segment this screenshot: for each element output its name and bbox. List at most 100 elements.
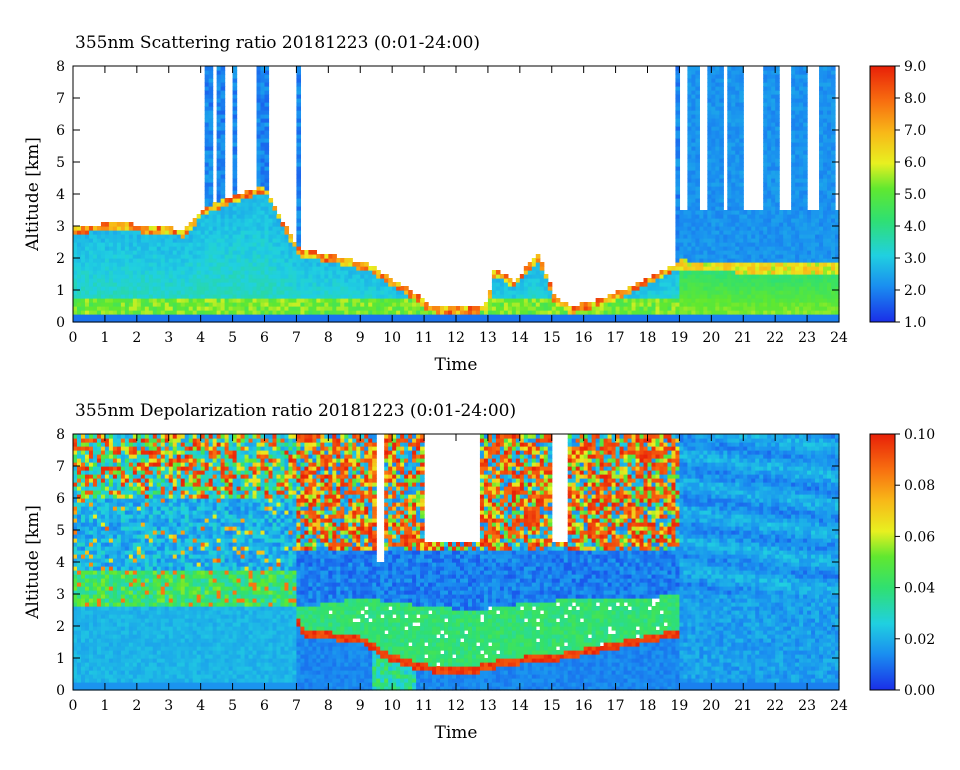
depolarization-cell — [344, 678, 349, 683]
scattering-cell — [799, 86, 804, 91]
scattering-cell — [256, 294, 262, 299]
scattering-cell — [479, 306, 485, 311]
scattering-cell — [671, 266, 677, 271]
scattering-cell — [208, 246, 214, 251]
scattering-cell — [831, 302, 836, 307]
scattering-cell — [248, 310, 254, 315]
depolarization-cell — [587, 682, 593, 687]
scattering-cell — [771, 142, 776, 147]
scattering-cell — [463, 310, 469, 315]
scattering-cell — [731, 66, 736, 71]
scattering-cell — [120, 242, 126, 247]
scattering-cell — [232, 222, 238, 227]
scattering-cell — [835, 270, 840, 275]
scattering-cell — [172, 298, 178, 303]
scattering-cell — [400, 302, 405, 307]
depolarization-cell — [539, 674, 557, 679]
scattering-cell — [224, 218, 230, 223]
scattering-cell — [731, 270, 736, 275]
depolarization-cell — [651, 678, 657, 683]
scattering-cell — [136, 238, 142, 243]
scattering-cell — [232, 258, 238, 263]
depolarization-cell — [563, 686, 569, 691]
scattering-cell — [232, 150, 238, 155]
scattering-cell — [495, 306, 501, 311]
scattering-cell — [827, 190, 832, 195]
scattering-cell — [100, 262, 106, 267]
scattering-cell — [699, 270, 704, 275]
scattering-cell — [172, 262, 178, 267]
scattering-cell — [835, 238, 840, 243]
scattering-cell — [731, 194, 736, 199]
scattering-cell — [184, 234, 190, 239]
scattering-cell — [543, 302, 549, 307]
scattering-cell — [260, 158, 266, 163]
scattering-cell — [160, 266, 166, 271]
scattering-cell — [288, 242, 294, 247]
scattering-cell — [264, 70, 270, 75]
scattering-cell — [827, 142, 832, 147]
scattering-cell — [707, 74, 712, 79]
scattering-cell — [803, 258, 808, 263]
scattering-cell — [695, 78, 700, 83]
scattering-cell — [767, 134, 772, 139]
scattering-cell — [276, 286, 282, 291]
scattering-cell — [731, 214, 736, 219]
scattering-cell — [136, 226, 142, 231]
scattering-cell — [671, 294, 677, 299]
scattering-cell — [216, 170, 222, 175]
scattering-cell — [184, 302, 190, 307]
scattering-cell — [156, 238, 162, 243]
scattering-cell — [739, 90, 744, 95]
depolarization-cell — [751, 674, 756, 679]
scattering-cell — [675, 298, 681, 303]
scattering-cell — [747, 234, 752, 239]
scattering-cell — [555, 310, 561, 315]
scattering-cell — [224, 266, 230, 271]
scattering-cell — [216, 250, 222, 255]
scattering-cell — [827, 110, 832, 115]
scattering-cell — [691, 230, 696, 235]
scattering-cell — [719, 294, 724, 299]
scattering-cell — [719, 246, 724, 251]
scattering-cell — [104, 282, 110, 287]
scattering-cell — [308, 278, 313, 283]
scattering-cell — [643, 286, 649, 291]
scattering-cell — [831, 290, 836, 295]
depolarization-cell — [432, 678, 437, 683]
scattering-cell — [727, 70, 732, 75]
scattering-cell — [208, 202, 214, 207]
scattering-cell — [228, 222, 234, 227]
scattering-cell — [360, 294, 365, 299]
depolarization-cell — [647, 682, 653, 687]
scattering-cell — [204, 138, 210, 143]
scattering-cell — [727, 134, 732, 139]
scattering-cell — [579, 306, 585, 311]
scattering-cell — [735, 266, 740, 271]
scattering-cell — [747, 226, 752, 231]
scattering-cell — [823, 158, 828, 163]
scattering-cell — [252, 294, 258, 299]
scattering-cell — [320, 258, 325, 263]
scattering-colorbar-tick-label: 2.0 — [904, 283, 926, 299]
scattering-cell — [304, 294, 309, 299]
depolarization-cell — [428, 682, 433, 687]
scattering-cell — [823, 154, 828, 159]
scattering-cell — [691, 78, 696, 83]
scattering-cell — [156, 230, 162, 235]
scattering-cell — [755, 286, 760, 291]
scattering-cell — [799, 102, 804, 107]
scattering-cell — [232, 302, 238, 307]
scattering-cell — [180, 298, 186, 303]
scattering-cell — [819, 70, 824, 75]
scattering-cell — [639, 310, 645, 315]
scattering-cell — [835, 234, 840, 239]
scattering-cell — [799, 266, 804, 271]
scattering-cell — [204, 190, 210, 195]
scattering-cell — [124, 270, 130, 275]
scattering-cell — [683, 230, 688, 235]
scattering-cell — [695, 210, 700, 215]
scattering-cell — [759, 234, 764, 239]
scattering-cell — [831, 158, 836, 163]
scattering-cell — [763, 162, 768, 167]
